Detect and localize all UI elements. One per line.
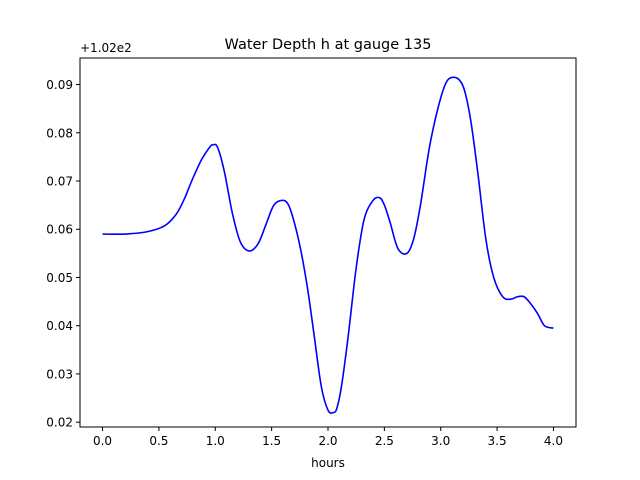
y-tick-label: 0.09 — [46, 78, 73, 92]
x-tick-label: 3.0 — [431, 434, 450, 448]
y-tick-label: 0.08 — [46, 126, 73, 140]
y-tick-label: 0.06 — [46, 223, 73, 237]
y-offset-label: +1.02e2 — [80, 41, 132, 55]
x-tick-label: 1.0 — [206, 434, 225, 448]
ticks-layer: 0.0 0.5 1.0 1.5 2.0 2.5 3.0 3.5 4.0 0.02 0.03 0.04 0… — [46, 78, 563, 448]
x-tick-label: 3.5 — [488, 434, 507, 448]
chart-title: Water Depth h at gauge 135 — [225, 37, 432, 53]
x-tick-label: 2.0 — [318, 434, 337, 448]
x-tick-label: 1.5 — [262, 434, 281, 448]
y-tick-label: 0.07 — [46, 175, 73, 189]
series-layer — [102, 76, 554, 414]
y-tick-label: 0.05 — [46, 271, 73, 285]
x-tick-label: 0.5 — [149, 434, 168, 448]
x-axis-label: hours — [311, 456, 345, 470]
y-tick-label: 0.03 — [46, 367, 73, 381]
y-tick-label: 0.02 — [46, 416, 73, 430]
x-tick-label: 2.5 — [375, 434, 394, 448]
y-tick-label: 0.04 — [46, 319, 73, 333]
x-tick-label: 4.0 — [544, 434, 563, 448]
x-tick-label: 0.0 — [93, 434, 112, 448]
plot-area-frame — [79, 57, 577, 428]
series-line — [102, 76, 554, 414]
